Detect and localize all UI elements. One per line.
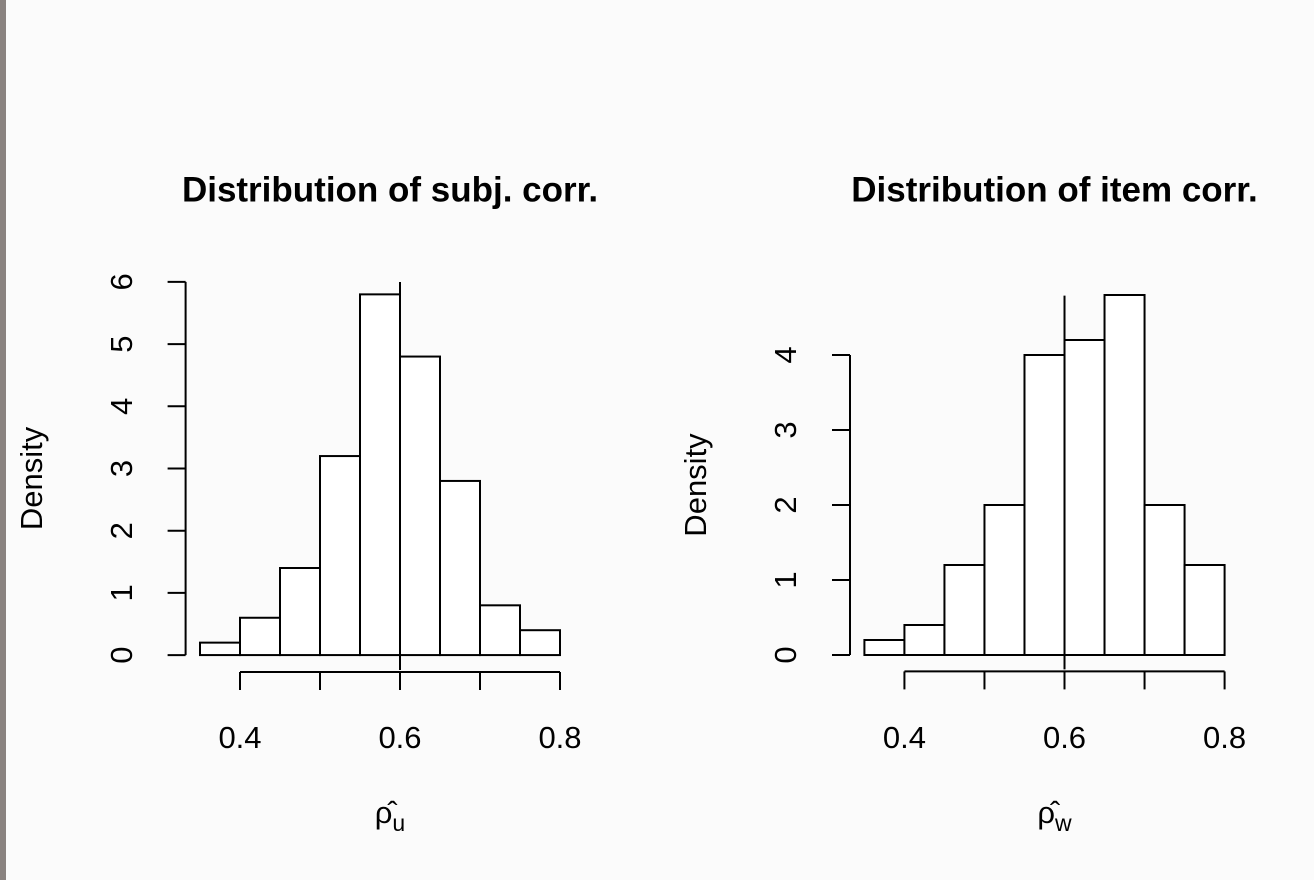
- bar: [863, 639, 906, 656]
- bar: [399, 355, 441, 657]
- chart-title: Distribution of subj. corr.: [182, 170, 598, 209]
- y-tick-label: 5: [104, 335, 139, 352]
- y-tick-label: 2: [104, 522, 139, 539]
- x-tick-label: 0.4: [883, 720, 926, 755]
- bar: [983, 504, 1026, 656]
- y-tick-label: 0: [104, 646, 139, 663]
- x-axis-label-subscript: w: [1054, 810, 1072, 836]
- bar: [439, 479, 481, 657]
- y-tick-label: 4: [104, 398, 139, 415]
- y-tick-label: 6: [104, 273, 139, 290]
- bar: [1143, 504, 1186, 656]
- bar: [199, 641, 241, 657]
- bar: [1063, 339, 1106, 656]
- bar: [239, 616, 281, 657]
- bar: [359, 293, 401, 657]
- y-axis-label: Density: [14, 426, 49, 530]
- y-tick-label: 3: [768, 421, 803, 438]
- x-tick-label: 0.4: [218, 720, 261, 755]
- bar: [943, 564, 986, 656]
- bar: [279, 567, 321, 657]
- y-tick-label: 0: [768, 646, 803, 663]
- chart-title: Distribution of item corr.: [851, 170, 1257, 209]
- x-axis-label-subscript: u: [392, 810, 405, 836]
- x-tick-label: 0.6: [378, 720, 421, 755]
- bar: [1103, 294, 1146, 656]
- y-axis-label: Density: [678, 433, 713, 537]
- bar: [519, 629, 561, 657]
- y-tick-label: 1: [104, 584, 139, 601]
- x-tick-label: 0.8: [538, 720, 581, 755]
- y-tick-label: 1: [768, 571, 803, 588]
- bar: [1183, 564, 1226, 656]
- bar: [903, 624, 946, 656]
- x-tick-label: 0.8: [1203, 720, 1246, 755]
- x-axis-label: ρ̂w: [1037, 795, 1072, 836]
- bar: [479, 604, 521, 657]
- bar: [1023, 354, 1066, 656]
- y-tick-label: 4: [768, 346, 803, 363]
- y-tick-label: 2: [768, 496, 803, 513]
- window-edge: [0, 0, 6, 880]
- y-tick-label: 3: [104, 460, 139, 477]
- bar: [319, 455, 361, 657]
- x-tick-label: 0.6: [1043, 720, 1086, 755]
